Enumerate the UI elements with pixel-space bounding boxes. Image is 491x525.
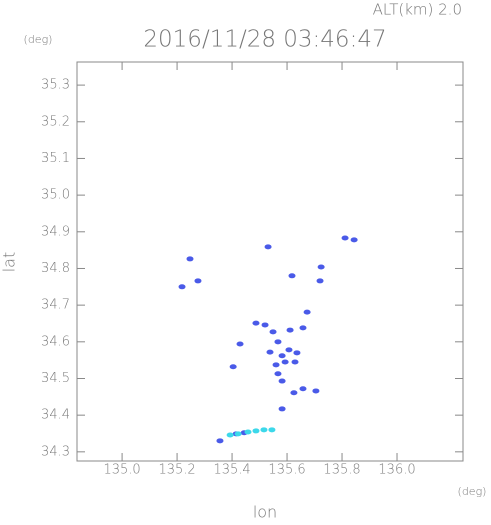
echo-point xyxy=(244,429,252,435)
y-tick-label: 35.0 xyxy=(41,188,70,203)
echo-point xyxy=(264,244,272,250)
echo-point xyxy=(278,406,286,412)
echo-point xyxy=(260,427,268,433)
echo-point xyxy=(288,273,296,279)
echo-point xyxy=(226,432,234,438)
x-tick-label: 136.0 xyxy=(378,463,415,478)
echo-point xyxy=(236,341,244,347)
echo-point xyxy=(281,359,289,365)
x-unit: (deg) xyxy=(458,485,487,498)
echo-point xyxy=(252,320,260,326)
echo-point xyxy=(261,322,269,328)
y-tick-label: 34.7 xyxy=(41,298,70,313)
x-tick-label: 135.2 xyxy=(158,463,195,478)
y-unit: (deg) xyxy=(24,33,53,46)
echo-point xyxy=(229,364,237,370)
echo-point xyxy=(291,359,299,365)
echo-point xyxy=(350,237,358,243)
chart-subtitle: ALT(km) 2.0 xyxy=(373,1,462,19)
echo-point xyxy=(285,347,293,353)
y-axis-label: lat xyxy=(0,252,19,273)
echo-point xyxy=(317,264,325,270)
echo-point xyxy=(272,362,280,368)
echo-point xyxy=(274,371,282,377)
y-tick-label: 34.6 xyxy=(41,334,70,349)
y-tick-label: 35.2 xyxy=(41,114,70,129)
echo-point xyxy=(278,378,286,384)
echo-point xyxy=(216,438,224,444)
echo-point xyxy=(252,428,260,434)
y-tick-label: 35.3 xyxy=(41,78,70,93)
echo-point xyxy=(266,349,274,355)
echo-point xyxy=(290,390,298,396)
x-tick-label: 135.0 xyxy=(103,463,140,478)
echo-point xyxy=(299,325,307,331)
plot-frame xyxy=(76,61,464,462)
y-tick-label: 34.9 xyxy=(41,224,70,239)
x-axis-label: lon xyxy=(253,503,277,522)
echo-point xyxy=(303,309,311,315)
y-tick-label: 34.5 xyxy=(41,371,70,386)
echo-point xyxy=(299,386,307,392)
echo-point xyxy=(278,353,286,359)
echo-point xyxy=(269,329,277,335)
echo-point xyxy=(274,339,282,345)
echo-point xyxy=(341,235,349,241)
echo-point xyxy=(234,431,242,437)
y-tick-label: 34.3 xyxy=(41,444,70,459)
y-tick-label: 34.4 xyxy=(41,408,70,423)
echo-point xyxy=(268,427,276,433)
y-tick-label: 35.1 xyxy=(41,151,70,166)
echo-point xyxy=(286,327,294,333)
echo-point xyxy=(316,278,324,284)
echo-point xyxy=(194,278,202,284)
x-tick-label: 135.8 xyxy=(323,463,360,478)
echo-point xyxy=(293,350,301,356)
x-tick-label: 135.6 xyxy=(268,463,305,478)
chart-title: 2016/11/28 03:46:47 xyxy=(143,27,386,53)
echo-point xyxy=(186,256,194,262)
echo-point xyxy=(312,388,320,394)
x-tick-label: 135.4 xyxy=(213,463,250,478)
echo-point xyxy=(178,284,186,290)
y-tick-label: 34.8 xyxy=(41,261,70,276)
